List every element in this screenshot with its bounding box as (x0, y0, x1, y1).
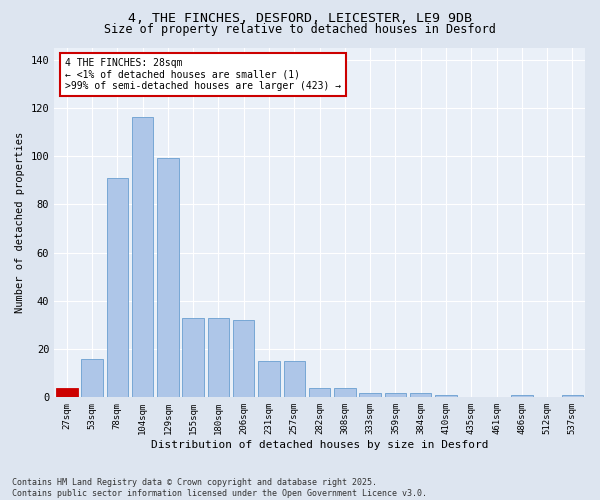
Text: 4, THE FINCHES, DESFORD, LEICESTER, LE9 9DB: 4, THE FINCHES, DESFORD, LEICESTER, LE9 … (128, 12, 472, 26)
X-axis label: Distribution of detached houses by size in Desford: Distribution of detached houses by size … (151, 440, 488, 450)
Bar (233, 320, 254, 398)
Bar (334, 388, 356, 398)
Bar (284, 361, 305, 398)
Bar (385, 392, 406, 398)
Bar (132, 118, 154, 398)
Bar (435, 395, 457, 398)
Bar (258, 361, 280, 398)
Text: Contains HM Land Registry data © Crown copyright and database right 2025.
Contai: Contains HM Land Registry data © Crown c… (12, 478, 427, 498)
Bar (410, 392, 431, 398)
Bar (359, 392, 381, 398)
Text: Size of property relative to detached houses in Desford: Size of property relative to detached ho… (104, 22, 496, 36)
Bar (309, 388, 331, 398)
Bar (56, 388, 77, 398)
Y-axis label: Number of detached properties: Number of detached properties (15, 132, 25, 313)
Bar (82, 358, 103, 398)
Text: 4 THE FINCHES: 28sqm
← <1% of detached houses are smaller (1)
>99% of semi-detac: 4 THE FINCHES: 28sqm ← <1% of detached h… (65, 58, 341, 91)
Bar (511, 395, 533, 398)
Bar (157, 158, 179, 398)
Bar (107, 178, 128, 398)
Bar (562, 395, 583, 398)
Bar (182, 318, 204, 398)
Bar (208, 318, 229, 398)
